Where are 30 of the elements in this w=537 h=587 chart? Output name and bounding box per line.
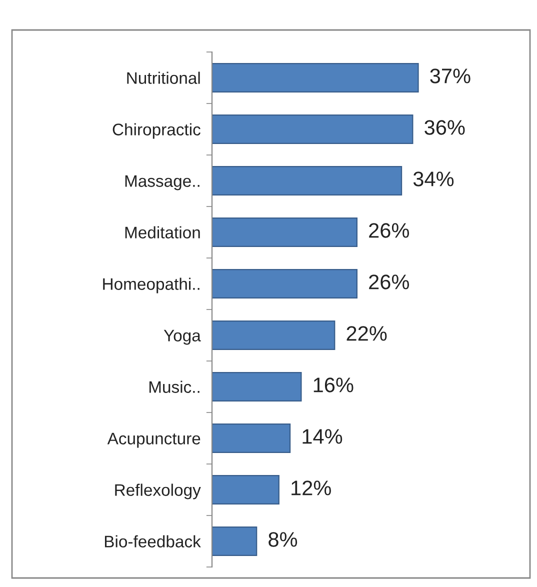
data-label: 16% [314,378,354,392]
y-tick-label: Bio-feedback [104,535,201,548]
bar [212,114,414,144]
y-tick-label: Music.. [149,380,200,393]
bar [212,320,336,350]
y-tick-label: Meditation [125,226,200,238]
y-tick-label: Massage.. [125,175,200,190]
data-label: 34% [413,172,454,186]
data-label: 14% [302,429,342,444]
bar [212,218,358,247]
bar [212,372,302,402]
y-tick-label: Chiropractic [112,123,200,139]
data-label: 22% [346,326,387,341]
bar [212,424,291,453]
bar [212,63,419,92]
data-label: 26% [369,274,409,290]
y-tick-label: Acupuncture [107,432,200,448]
data-label: 36% [424,120,465,135]
data-label: 26% [369,223,409,238]
bar [212,526,258,556]
bar [212,269,358,298]
data-label: 12% [292,480,331,496]
y-tick-label: Homeopathi.. [103,278,200,294]
y-tick-label: Reflexology [115,484,201,500]
y-tick-label: Yoga [164,330,201,345]
bar [212,475,280,504]
data-label: 8% [268,532,298,547]
y-tick-label: Nutritional [127,72,200,84]
bar [212,166,402,196]
data-label: 37% [430,68,470,84]
